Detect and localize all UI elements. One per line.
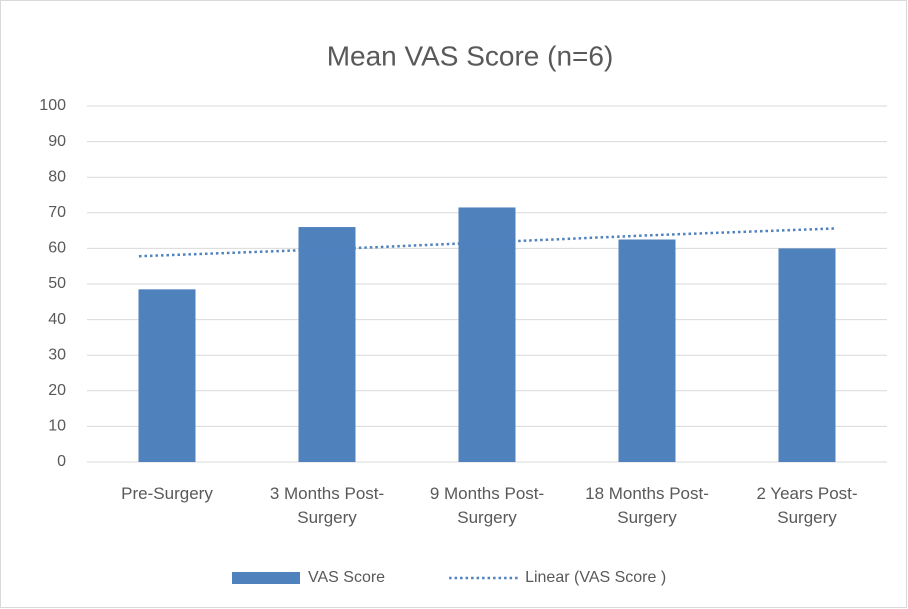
x-tick-label: 9 Months Post-Surgery [429, 484, 545, 527]
x-tick-label: 2 Years Post-Surgery [756, 484, 858, 527]
y-tick-label: 80 [48, 168, 66, 185]
y-tick-label: 40 [48, 311, 66, 328]
y-tick-label: 0 [57, 453, 66, 470]
legend-label: VAS Score [308, 569, 385, 586]
chart-title: Mean VAS Score (n=6) [327, 40, 614, 71]
y-tick-label: 50 [48, 275, 66, 292]
y-tick-label: 10 [48, 418, 66, 435]
bar [618, 239, 676, 462]
trend-line [138, 227, 836, 258]
bar [458, 207, 516, 462]
y-tick-label: 20 [48, 382, 66, 399]
y-tick-label: 60 [48, 240, 66, 257]
y-tick-label: 30 [48, 346, 66, 363]
legend-swatch [232, 572, 300, 584]
y-tick-label: 100 [39, 97, 66, 114]
bar [298, 227, 356, 462]
x-tick-label: Pre-Surgery [121, 484, 213, 503]
bar [138, 289, 196, 462]
bar [778, 248, 836, 462]
x-tick-label: 18 Months Post-Surgery [585, 484, 709, 527]
x-tick-label: 3 Months Post-Surgery [269, 484, 385, 527]
legend-label: Linear (VAS Score ) [525, 569, 666, 586]
y-tick-label: 90 [48, 133, 66, 150]
y-tick-label: 70 [48, 204, 66, 221]
